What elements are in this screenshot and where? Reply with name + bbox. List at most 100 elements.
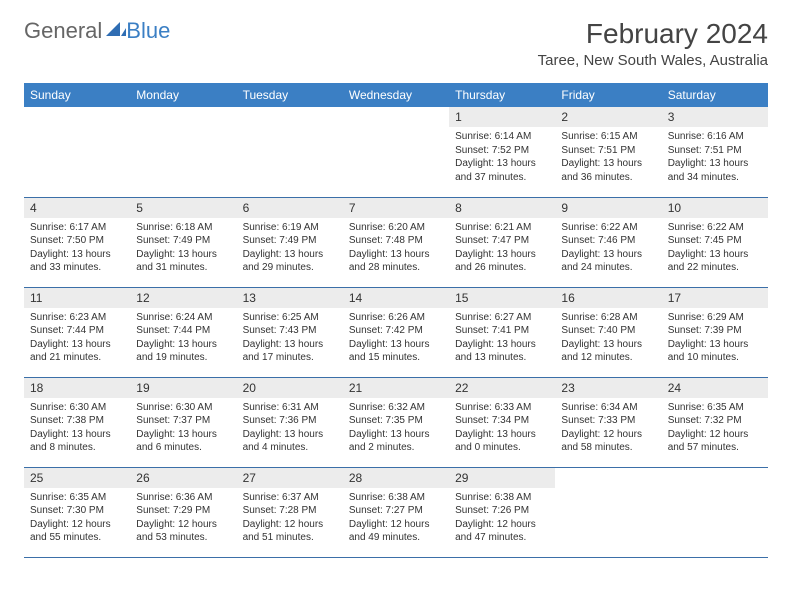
sunset-text: Sunset: 7:27 PM xyxy=(349,504,443,518)
calendar-day-cell: 20Sunrise: 6:31 AMSunset: 7:36 PMDayligh… xyxy=(237,377,343,467)
day-number: 15 xyxy=(449,288,555,308)
header: General Blue February 2024 Taree, New So… xyxy=(24,18,768,69)
calendar-body: 1Sunrise: 6:14 AMSunset: 7:52 PMDaylight… xyxy=(24,107,768,557)
weekday-header: Friday xyxy=(555,83,661,107)
sunset-text: Sunset: 7:29 PM xyxy=(136,504,230,518)
day-number: 13 xyxy=(237,288,343,308)
day-number: 24 xyxy=(662,378,768,398)
weekday-header-row: SundayMondayTuesdayWednesdayThursdayFrid… xyxy=(24,83,768,107)
logo: General Blue xyxy=(24,18,170,44)
sunset-text: Sunset: 7:48 PM xyxy=(349,234,443,248)
day-number: 3 xyxy=(662,107,768,127)
day-number: 26 xyxy=(130,468,236,488)
daylight-text: Daylight: 12 hours and 55 minutes. xyxy=(30,518,124,545)
daylight-text: Daylight: 13 hours and 22 minutes. xyxy=(668,248,762,275)
day-details: Sunrise: 6:35 AMSunset: 7:32 PMDaylight:… xyxy=(662,398,768,461)
sunset-text: Sunset: 7:47 PM xyxy=(455,234,549,248)
day-details: Sunrise: 6:25 AMSunset: 7:43 PMDaylight:… xyxy=(237,308,343,371)
calendar-day-cell: 17Sunrise: 6:29 AMSunset: 7:39 PMDayligh… xyxy=(662,287,768,377)
sunrise-text: Sunrise: 6:31 AM xyxy=(243,401,337,415)
sunset-text: Sunset: 7:28 PM xyxy=(243,504,337,518)
sunset-text: Sunset: 7:49 PM xyxy=(136,234,230,248)
sunrise-text: Sunrise: 6:33 AM xyxy=(455,401,549,415)
daylight-text: Daylight: 12 hours and 57 minutes. xyxy=(668,428,762,455)
calendar-day-cell: 2Sunrise: 6:15 AMSunset: 7:51 PMDaylight… xyxy=(555,107,661,197)
daylight-text: Daylight: 13 hours and 21 minutes. xyxy=(30,338,124,365)
sunset-text: Sunset: 7:40 PM xyxy=(561,324,655,338)
calendar-table: SundayMondayTuesdayWednesdayThursdayFrid… xyxy=(24,83,768,558)
sunrise-text: Sunrise: 6:27 AM xyxy=(455,311,549,325)
sunrise-text: Sunrise: 6:23 AM xyxy=(30,311,124,325)
calendar-day-cell: 5 Sunrise: 6:18 AMSunset: 7:49 PMDaylight… xyxy=(130,197,236,287)
sunset-text: Sunset: 7:44 PM xyxy=(136,324,230,338)
sunset-text: Sunset: 7:39 PM xyxy=(668,324,762,338)
day-details: Sunrise: 6:17 AMSunset: 7:50 PMDaylight:… xyxy=(24,218,130,281)
calendar-day-cell: 15Sunrise: 6:27 AMSunset: 7:41 PMDayligh… xyxy=(449,287,555,377)
daylight-text: Daylight: 13 hours and 10 minutes. xyxy=(668,338,762,365)
month-title: February 2024 xyxy=(538,18,768,50)
sunrise-text: Sunrise: 6:35 AM xyxy=(668,401,762,415)
day-details: Sunrise: 6:15 AMSunset: 7:51 PMDaylight:… xyxy=(555,127,661,190)
calendar-day-cell: 29Sunrise: 6:38 AMSunset: 7:26 PMDayligh… xyxy=(449,467,555,557)
daylight-text: Daylight: 13 hours and 36 minutes. xyxy=(561,157,655,184)
weekday-header: Thursday xyxy=(449,83,555,107)
calendar-week-row: 18Sunrise: 6:30 AMSunset: 7:38 PMDayligh… xyxy=(24,377,768,467)
daylight-text: Daylight: 12 hours and 47 minutes. xyxy=(455,518,549,545)
day-number: 19 xyxy=(130,378,236,398)
day-details: Sunrise: 6:30 AMSunset: 7:37 PMDaylight:… xyxy=(130,398,236,461)
daylight-text: Daylight: 13 hours and 31 minutes. xyxy=(136,248,230,275)
day-number: 2 xyxy=(555,107,661,127)
sunset-text: Sunset: 7:52 PM xyxy=(455,144,549,158)
calendar-week-row: 25Sunrise: 6:35 AMSunset: 7:30 PMDayligh… xyxy=(24,467,768,557)
calendar-day-cell: 24Sunrise: 6:35 AMSunset: 7:32 PMDayligh… xyxy=(662,377,768,467)
day-details: Sunrise: 6:21 AMSunset: 7:47 PMDaylight:… xyxy=(449,218,555,281)
calendar-day-cell xyxy=(343,107,449,197)
calendar-day-cell: 23Sunrise: 6:34 AMSunset: 7:33 PMDayligh… xyxy=(555,377,661,467)
sunset-text: Sunset: 7:41 PM xyxy=(455,324,549,338)
calendar-day-cell: 3Sunrise: 6:16 AMSunset: 7:51 PMDaylight… xyxy=(662,107,768,197)
sunrise-text: Sunrise: 6:37 AM xyxy=(243,491,337,505)
day-details: Sunrise: 6:22 AMSunset: 7:46 PMDaylight:… xyxy=(555,218,661,281)
calendar-day-cell: 26Sunrise: 6:36 AMSunset: 7:29 PMDayligh… xyxy=(130,467,236,557)
daylight-text: Daylight: 13 hours and 0 minutes. xyxy=(455,428,549,455)
sunrise-text: Sunrise: 6:18 AM xyxy=(136,221,230,235)
sunset-text: Sunset: 7:42 PM xyxy=(349,324,443,338)
calendar-day-cell xyxy=(130,107,236,197)
sunset-text: Sunset: 7:26 PM xyxy=(455,504,549,518)
weekday-header: Sunday xyxy=(24,83,130,107)
sunset-text: Sunset: 7:35 PM xyxy=(349,414,443,428)
day-number: 1 xyxy=(449,107,555,127)
calendar-day-cell: 7Sunrise: 6:20 AMSunset: 7:48 PMDaylight… xyxy=(343,197,449,287)
sunrise-text: Sunrise: 6:14 AM xyxy=(455,130,549,144)
sunrise-text: Sunrise: 6:35 AM xyxy=(30,491,124,505)
daylight-text: Daylight: 13 hours and 15 minutes. xyxy=(349,338,443,365)
calendar-day-cell xyxy=(555,467,661,557)
calendar-day-cell: 4Sunrise: 6:17 AMSunset: 7:50 PMDaylight… xyxy=(24,197,130,287)
logo-text-1: General xyxy=(24,18,102,44)
day-details: Sunrise: 6:35 AMSunset: 7:30 PMDaylight:… xyxy=(24,488,130,551)
calendar-day-cell xyxy=(24,107,130,197)
calendar-day-cell: 14Sunrise: 6:26 AMSunset: 7:42 PMDayligh… xyxy=(343,287,449,377)
sunset-text: Sunset: 7:36 PM xyxy=(243,414,337,428)
sunset-text: Sunset: 7:49 PM xyxy=(243,234,337,248)
sunrise-text: Sunrise: 6:26 AM xyxy=(349,311,443,325)
day-details: Sunrise: 6:31 AMSunset: 7:36 PMDaylight:… xyxy=(237,398,343,461)
day-number: 14 xyxy=(343,288,449,308)
day-number: 20 xyxy=(237,378,343,398)
day-details: Sunrise: 6:32 AMSunset: 7:35 PMDaylight:… xyxy=(343,398,449,461)
day-details: Sunrise: 6:26 AMSunset: 7:42 PMDaylight:… xyxy=(343,308,449,371)
day-details: Sunrise: 6:28 AMSunset: 7:40 PMDaylight:… xyxy=(555,308,661,371)
day-number: 12 xyxy=(130,288,236,308)
day-details: Sunrise: 6:38 AMSunset: 7:26 PMDaylight:… xyxy=(449,488,555,551)
day-number: 27 xyxy=(237,468,343,488)
sunrise-text: Sunrise: 6:22 AM xyxy=(668,221,762,235)
sunset-text: Sunset: 7:43 PM xyxy=(243,324,337,338)
day-number: 21 xyxy=(343,378,449,398)
day-details: Sunrise: 6:14 AMSunset: 7:52 PMDaylight:… xyxy=(449,127,555,190)
day-number: 5 xyxy=(130,198,236,218)
weekday-header: Saturday xyxy=(662,83,768,107)
sunset-text: Sunset: 7:50 PM xyxy=(30,234,124,248)
calendar-day-cell xyxy=(237,107,343,197)
day-number: 17 xyxy=(662,288,768,308)
logo-sail-icon xyxy=(106,18,126,44)
